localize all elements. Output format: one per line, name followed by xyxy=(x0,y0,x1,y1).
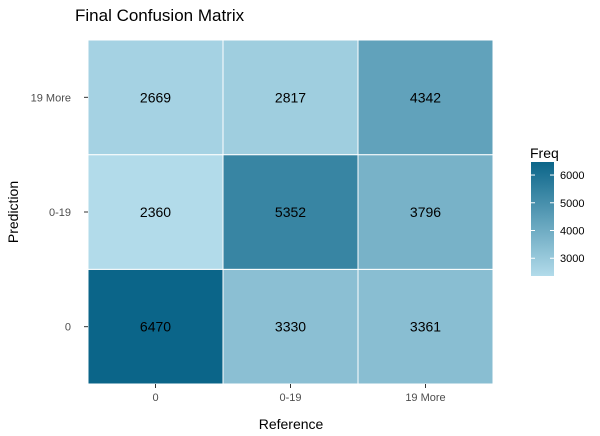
heatmap-cells: 6470 3330 3361 2360 5352 3796 2669 2817 4342 xyxy=(87,39,494,385)
chart-title: Final Confusion Matrix xyxy=(75,6,245,25)
color-legend: Freq 3000 4000 5000 6000 xyxy=(530,145,584,276)
legend-tick-label: 5000 xyxy=(560,198,584,210)
x-tick-label: 0 xyxy=(152,392,158,404)
legend-ticks: 3000 4000 5000 6000 xyxy=(531,170,584,265)
heatmap-cell xyxy=(87,154,224,270)
y-axis-title: Prediction xyxy=(5,181,21,243)
x-tick-label: 0-19 xyxy=(279,392,301,404)
legend-tick-label: 4000 xyxy=(560,226,584,238)
heatmap-cell xyxy=(222,268,359,385)
legend-tick-label: 6000 xyxy=(560,170,584,182)
heatmap-cell xyxy=(87,39,224,156)
y-tick-label: 19 More xyxy=(31,92,71,104)
heatmap-cell xyxy=(222,154,359,270)
legend-title: Freq xyxy=(530,145,559,161)
cell-value-label: 2817 xyxy=(275,89,306,105)
legend-colorbar xyxy=(531,162,554,276)
legend-tick-label: 3000 xyxy=(560,253,584,265)
x-tick-label: 19 More xyxy=(405,392,445,404)
cell-value-label: 3361 xyxy=(410,319,441,335)
cell-value-label: 3796 xyxy=(410,204,441,220)
cell-value-label: 2669 xyxy=(140,89,171,105)
cell-value-label: 4342 xyxy=(410,89,441,105)
x-axis-ticks: 0 0-19 19 More xyxy=(152,384,446,404)
y-tick-label: 0 xyxy=(65,322,71,334)
cell-value-label: 3330 xyxy=(275,319,306,335)
cell-value-label: 2360 xyxy=(140,204,171,220)
y-tick-label: 0-19 xyxy=(49,207,71,219)
heatmap-cell xyxy=(87,268,224,385)
cell-value-label: 6470 xyxy=(140,319,171,335)
x-axis-title: Reference xyxy=(259,416,324,432)
y-axis-ticks: 0 0-19 19 More xyxy=(31,92,88,334)
heatmap-cell xyxy=(357,154,494,270)
heatmap-cell xyxy=(357,39,494,156)
heatmap-cell xyxy=(222,39,359,156)
cell-value-label: 5352 xyxy=(275,204,306,220)
